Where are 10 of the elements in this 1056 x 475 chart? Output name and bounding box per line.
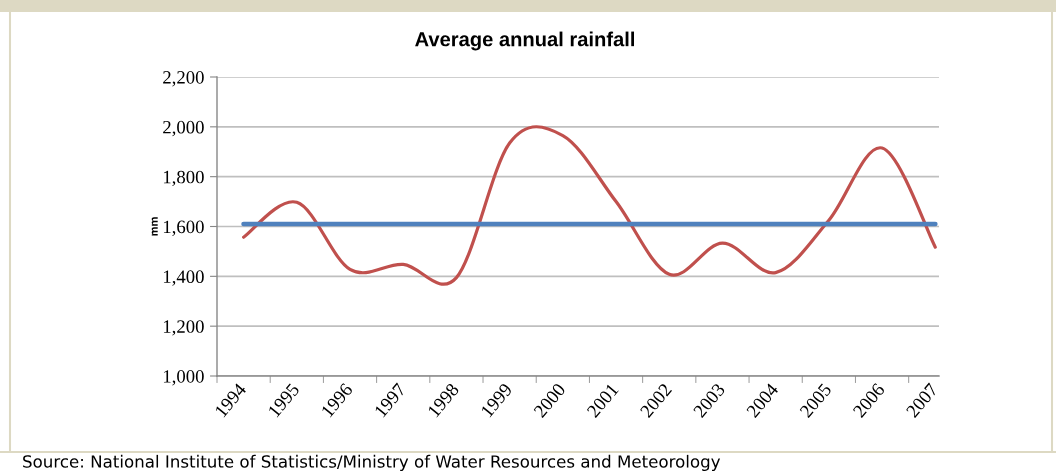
y-tick-label: 1,800 <box>163 170 204 187</box>
y-tick-label: 1,200 <box>163 320 204 336</box>
y-axis-title: mm <box>151 217 158 236</box>
source-note: Source: National Institute of Statistics/Ministry of Water Resources and Meteorology <box>23 454 721 471</box>
y-tick-label: 2,200 <box>163 71 204 87</box>
y-tick-label: 1,600 <box>163 220 204 236</box>
y-tick-label: 1,000 <box>163 370 204 386</box>
y-tick-label: 2,000 <box>163 120 204 137</box>
y-tick-label: 1,400 <box>163 270 204 286</box>
chart-title: Average annual rainfall <box>415 31 635 51</box>
